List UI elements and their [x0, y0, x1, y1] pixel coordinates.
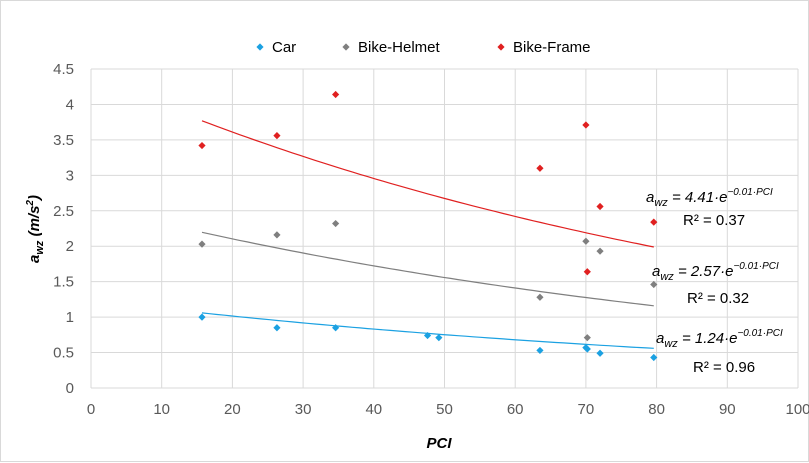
data-points	[198, 90, 658, 362]
point-car	[650, 353, 658, 362]
point-bike-frame	[332, 90, 340, 99]
x-tick-label: 100	[785, 401, 809, 418]
x-axis-ticks: 0 10 20 30 40 50 60 70 80 90 100	[87, 401, 809, 418]
x-tick-label: 40	[365, 401, 382, 418]
y-tick-label: 1.5	[53, 274, 74, 291]
x-tick-label: 50	[436, 401, 453, 418]
trend-r2-bike-frame: R² = 0.37	[683, 212, 745, 229]
x-tick-label: 20	[224, 401, 241, 418]
point-car	[435, 334, 443, 342]
gridlines	[90, 68, 799, 389]
y-axis-title-main: a	[26, 255, 43, 263]
y-axis-title-sup: 2	[25, 200, 36, 207]
trendline-bike-helmet	[201, 231, 654, 307]
y-tick-label: 2.5	[53, 203, 74, 220]
y-tick-label: 0	[66, 380, 74, 397]
y-tick-label: 4.5	[53, 61, 74, 78]
legend-marker-car	[256, 43, 264, 51]
y-tick-label: 1	[66, 309, 74, 326]
point-bike-helmet	[332, 219, 340, 228]
point-car	[583, 345, 591, 353]
trend-equation-car: awz = 1.24·e−0.01·PCI	[656, 328, 783, 350]
y-axis-title-sub: wz	[34, 240, 46, 255]
y-tick-label: 0.5	[53, 345, 74, 362]
point-bike-helmet	[273, 231, 281, 239]
x-tick-label: 30	[295, 401, 312, 418]
trend-equation-bike-frame: awz = 4.41·e−0.01·PCI	[646, 187, 773, 209]
point-car	[596, 349, 604, 357]
point-car	[273, 324, 281, 332]
y-tick-label: 4	[66, 96, 74, 113]
point-bike-frame	[536, 164, 544, 172]
legend-marker-bike-frame	[497, 43, 505, 51]
x-tick-label: 10	[153, 401, 170, 418]
x-tick-label: 90	[719, 401, 736, 418]
y-tick-label: 2	[66, 238, 74, 255]
trendline-bike-frame	[201, 120, 654, 248]
y-axis-title: awz (m/s2)	[25, 195, 46, 263]
point-bike-helmet	[536, 293, 544, 301]
point-bike-frame	[596, 202, 604, 211]
point-bike-frame	[650, 218, 658, 226]
y-axis-ticks: 0 0.5 1 1.5 2 2.5 3 3.5 4 4.5	[53, 61, 74, 397]
point-bike-helmet	[583, 334, 591, 342]
y-tick-label: 3.5	[53, 132, 74, 149]
y-tick-label: 3	[66, 167, 74, 184]
y-axis-title-unit: (m/s	[26, 206, 43, 241]
point-bike-frame	[583, 268, 591, 276]
trend-annotations: awz = 1.24·e−0.01·PCI R² = 0.96 awz = 2.57…	[646, 187, 783, 376]
point-bike-frame	[198, 141, 206, 150]
y-axis-title-close: )	[26, 195, 43, 202]
point-car	[423, 331, 432, 340]
x-tick-label: 80	[648, 401, 665, 418]
legend-label-bike-helmet: Bike-Helmet	[358, 39, 441, 56]
trend-equation-bike-helmet: awz = 2.57·e−0.01·PCI	[652, 261, 779, 283]
x-axis-title: PCI	[426, 435, 452, 452]
legend: Car Bike-Helmet Bike-Frame	[256, 39, 591, 56]
x-tick-label: 60	[507, 401, 524, 418]
legend-marker-bike-helmet	[342, 43, 350, 51]
point-bike-helmet	[198, 240, 206, 248]
point-bike-helmet	[582, 237, 590, 245]
point-bike-helmet	[596, 247, 604, 255]
point-bike-frame	[273, 132, 281, 140]
x-tick-label: 70	[578, 401, 595, 418]
point-car	[536, 346, 544, 355]
x-tick-label: 0	[87, 401, 95, 418]
trend-r2-car: R² = 0.96	[693, 359, 755, 376]
point-bike-frame	[582, 121, 590, 129]
point-bike-helmet	[650, 280, 658, 289]
legend-label-car: Car	[272, 39, 296, 56]
point-car	[332, 324, 340, 332]
trend-r2-bike-helmet: R² = 0.32	[687, 290, 749, 307]
point-car	[198, 313, 206, 321]
legend-label-bike-frame: Bike-Frame	[513, 39, 591, 56]
